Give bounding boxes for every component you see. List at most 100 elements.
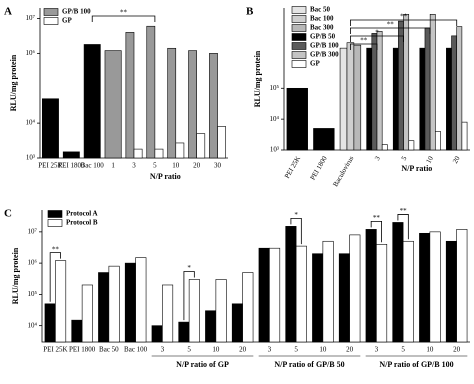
bar (313, 128, 335, 151)
x-tick-label: 10 (172, 162, 180, 170)
x-tick-label: PEI 1800 (58, 162, 85, 170)
legend-swatch (291, 24, 307, 32)
bar (135, 257, 147, 343)
significance: ** (373, 214, 381, 222)
bar (108, 265, 120, 343)
significance: * (294, 211, 298, 219)
bracket (183, 271, 195, 321)
x-tick-label: PEI 25K (283, 155, 302, 180)
x-tick-label: 5 (187, 346, 191, 354)
x-tick-label: Bac 100 (81, 162, 105, 170)
bar (456, 229, 468, 343)
bar (381, 144, 388, 151)
bar (286, 87, 308, 151)
bar (365, 229, 377, 343)
x-tick-label: 3 (268, 346, 272, 354)
bar (419, 47, 426, 151)
y-tick-label: 10⁵ (270, 84, 280, 92)
legend-swatch (47, 210, 63, 218)
significance: ** (360, 37, 368, 45)
y-tick-label: 10⁷ (26, 14, 36, 22)
legend-swatch (43, 8, 59, 16)
bar (392, 222, 404, 343)
x-tick-label: 30 (214, 162, 222, 170)
bar (178, 321, 190, 343)
bar (446, 47, 452, 151)
bracket (350, 19, 458, 26)
bar (205, 310, 217, 343)
bar (419, 232, 431, 343)
bar (456, 26, 463, 151)
x-tick-label: 20 (239, 346, 247, 354)
legend-swatch (291, 15, 307, 23)
legend-label: GP (62, 17, 72, 25)
bar (429, 13, 436, 151)
bar (353, 44, 362, 151)
bar (41, 98, 59, 159)
bar (44, 303, 56, 343)
bar (392, 47, 399, 151)
bar (371, 33, 378, 151)
bar (295, 245, 307, 343)
panel-label: C (4, 208, 12, 220)
bar (349, 234, 361, 343)
group-label: N/P ratio of GP/B 50 (274, 360, 344, 369)
legend-label: GP/B 100 (310, 42, 339, 50)
y-tick-label: 10⁷ (28, 227, 38, 235)
bar (376, 243, 388, 343)
legend-swatch (291, 33, 307, 41)
x-tick-label: 20 (346, 346, 354, 354)
legend-swatch (291, 51, 307, 59)
x-tick-label: 10 (425, 154, 436, 164)
bar (215, 279, 227, 343)
bar (451, 35, 458, 151)
bracket (290, 217, 302, 245)
y-axis-label: RLU/mg protein (253, 50, 262, 107)
y-tick-label: 10⁶ (26, 49, 36, 57)
x-tick-label: 10 (426, 346, 434, 354)
y-tick-label: 10³ (26, 154, 35, 162)
bracket (49, 252, 61, 302)
bar (151, 325, 163, 343)
bar (338, 253, 350, 343)
bar (217, 126, 227, 159)
significance: ** (400, 207, 408, 215)
x-tick-label: PEI 1800 (69, 346, 96, 354)
bar (188, 279, 200, 343)
legend-label: Bac 100 (310, 15, 334, 23)
group-label: N/P ratio of GP (176, 360, 229, 369)
group-label: N/P ratio of GP/B 100 (379, 360, 453, 369)
bar (83, 44, 101, 159)
x-tick-label: PEI 25K (43, 346, 67, 354)
significance: * (375, 29, 379, 37)
x-tick-label: 1 (111, 162, 115, 170)
bar (376, 31, 383, 151)
x-axis-label: N/P ratio (150, 172, 181, 181)
panel-label: A (4, 6, 12, 18)
x-tick-label: 5 (153, 162, 157, 170)
bar (124, 262, 136, 343)
legend-label: Bac 300 (310, 24, 334, 32)
significance: * (187, 264, 191, 272)
bar (402, 240, 414, 343)
x-tick-label: 5 (400, 154, 409, 161)
bar (322, 240, 334, 343)
bar (285, 226, 297, 343)
x-tick-label: 10 (319, 346, 327, 354)
significance: ** (120, 9, 128, 17)
x-tick-label: 5 (294, 346, 298, 354)
bar (346, 42, 355, 151)
legend-label: GP/B 100 (62, 8, 91, 16)
bar (55, 260, 67, 343)
bar (62, 151, 80, 159)
bar (435, 131, 441, 151)
bar (242, 272, 254, 343)
y-tick-label: 10³ (270, 146, 279, 154)
bar (209, 53, 218, 159)
x-axis-label: N/P ratio (401, 164, 432, 173)
y-tick-label: 10⁶ (28, 259, 38, 267)
x-tick-label: 20 (193, 162, 201, 170)
bar (403, 13, 410, 151)
bar (146, 25, 156, 159)
